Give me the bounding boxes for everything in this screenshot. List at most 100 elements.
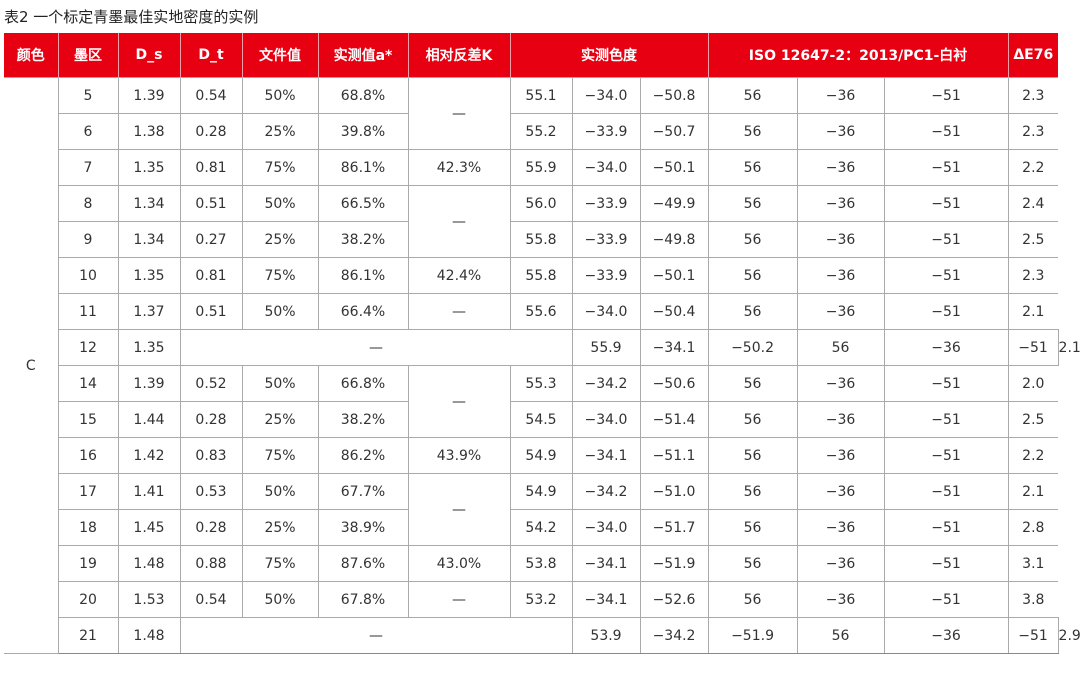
table-row: 15 1.44 0.28 25% 38.2% 54.5 −34.0 −51.4 56 −36 −51… xyxy=(4,401,1059,438)
zone-cell: 16 xyxy=(58,437,119,474)
contrast-k-cell: — xyxy=(407,293,511,330)
contrast-k-cell: — xyxy=(407,473,511,546)
table-row: 11 1.37 0.51 50% 66.4% —55.6 −34.0 −50.4 56 −36 −5… xyxy=(4,293,1059,330)
measured-lab-cell: −34.0 xyxy=(571,293,641,330)
ds-cell: 1.38 xyxy=(117,113,181,150)
dt-cell: 0.81 xyxy=(179,149,243,186)
dt-cell: 0.81 xyxy=(179,257,243,294)
iso-lab-cell: −36 xyxy=(796,509,885,546)
iso-lab-cell: 56 xyxy=(707,509,798,546)
delta-e-cell: 2.0 xyxy=(1007,365,1059,402)
measured-lab-cell: −34.0 xyxy=(571,509,641,546)
iso-lab-cell: −36 xyxy=(796,437,885,474)
header-ds: D_s xyxy=(117,33,180,78)
header-measured-value: 实测值a* xyxy=(317,33,408,78)
ds-cell: 1.34 xyxy=(117,185,181,222)
iso-lab-cell: −51 xyxy=(883,149,1009,186)
table-row: 7 1.35 0.81 75% 86.1% 42.3% 55.9 −34.0 −50.1 56 −3… xyxy=(4,149,1059,186)
zone-cell: 12 xyxy=(58,329,119,366)
measured-lab-cell: 55.6 xyxy=(509,293,573,330)
zone-cell: 21 xyxy=(58,617,119,654)
iso-lab-cell: 56 xyxy=(707,437,798,474)
file-value-cell: 25% xyxy=(241,221,319,258)
delta-e-cell: 3.8 xyxy=(1007,581,1059,618)
contrast-k-cell: — xyxy=(407,185,511,258)
measured-lab-cell: −34.2 xyxy=(571,365,641,402)
measured-lab-cell: −50.1 xyxy=(639,257,709,294)
measured-lab-cell: 54.9 xyxy=(509,437,573,474)
header-color: 颜色 xyxy=(4,33,58,78)
file-value-cell: 50% xyxy=(241,473,319,510)
table-row: 18 1.45 0.28 25% 38.9% 54.2 −34.0 −51.7 56 −36 −51… xyxy=(4,509,1059,546)
table-row: 17 1.41 0.53 50% 67.7% —54.9 −34.2 −51.0 56 −36 −5… xyxy=(4,473,1059,546)
measured-lab-cell: −49.9 xyxy=(639,185,709,222)
measured-lab-cell: −34.2 xyxy=(571,473,641,510)
measured-lab-cell: −34.0 xyxy=(571,77,641,114)
ds-cell: 1.42 xyxy=(117,437,181,474)
measured-lab-cell: −50.8 xyxy=(639,77,709,114)
iso-lab-cell: −36 xyxy=(796,77,885,114)
delta-e-cell: 2.2 xyxy=(1007,437,1059,474)
delta-e-cell: 2.1 xyxy=(1007,293,1059,330)
measured-lab-cell: −49.8 xyxy=(639,221,709,258)
measured-lab-cell: 55.8 xyxy=(509,221,573,258)
zone-cell: 19 xyxy=(58,545,119,582)
measured-value-cell: 86.2% xyxy=(317,437,409,474)
iso-lab-cell: 56 xyxy=(707,401,798,438)
contrast-k-cell: 43.0% xyxy=(407,545,511,582)
header-relative-contrast: 相对反差K xyxy=(407,33,510,78)
measured-lab-cell: 55.8 xyxy=(509,257,573,294)
file-value-cell: 75% xyxy=(241,149,319,186)
iso-lab-cell: −36 xyxy=(883,617,1009,654)
delta-e-cell: 2.5 xyxy=(1007,221,1059,258)
contrast-k-cell: — xyxy=(407,365,511,438)
measured-lab-cell: −51.9 xyxy=(707,617,798,654)
iso-lab-cell: −36 xyxy=(796,365,885,402)
measured-value-cell: 66.8% xyxy=(317,365,409,402)
zone-cell: 7 xyxy=(58,149,119,186)
measured-value-cell: 38.9% xyxy=(317,509,409,546)
measured-value-cell: 67.8% xyxy=(317,581,409,618)
iso-lab-cell: 56 xyxy=(707,473,798,510)
zone-cell: 20 xyxy=(58,581,119,618)
zone-cell: 5 xyxy=(57,77,119,114)
measured-lab-cell: 53.2 xyxy=(509,581,573,618)
dt-cell: 0.27 xyxy=(179,221,243,258)
zone-cell: 10 xyxy=(58,257,119,294)
measured-lab-cell: −34.0 xyxy=(571,149,641,186)
measured-lab-cell: −50.6 xyxy=(639,365,709,402)
dt-cell: 0.51 xyxy=(179,293,243,330)
delta-e-cell: 2.3 xyxy=(1007,257,1059,294)
measured-lab-cell: −50.4 xyxy=(639,293,709,330)
ds-cell: 1.35 xyxy=(117,329,181,366)
table-row: 21 1.48—53.9 −34.2 −51.9 56 −36 −51 2.9 xyxy=(4,617,1080,654)
measured-lab-cell: 54.2 xyxy=(509,509,573,546)
delta-e-cell: 3.1 xyxy=(1007,545,1059,582)
header-iso-reference: ISO 12647-2：2013/PC1-白衬 xyxy=(707,33,1009,78)
contrast-k-cell: — xyxy=(407,77,511,150)
iso-lab-cell: −51 xyxy=(1007,329,1059,366)
table-row: 16 1.42 0.83 75% 86.2% 43.9% 54.9 −34.1 −51.1 56−… xyxy=(4,437,1059,474)
iso-lab-cell: −51 xyxy=(883,365,1009,402)
iso-lab-cell: −36 xyxy=(796,149,885,186)
ds-cell: 1.45 xyxy=(117,509,181,546)
file-value-cell: 50% xyxy=(241,581,319,618)
iso-lab-cell: −51 xyxy=(883,545,1009,582)
measured-value-cell: 66.4% xyxy=(317,293,409,330)
zone-cell: 17 xyxy=(58,473,119,510)
measured-value-cell: 38.2% xyxy=(317,401,409,438)
file-value-cell: 50% xyxy=(241,365,319,402)
table-row: 14 1.39 0.52 50% 66.8% —55.3 −34.2 −50.6 56 −36 −5… xyxy=(4,365,1059,438)
dt-cell: 0.53 xyxy=(179,473,243,510)
iso-lab-cell: 56 xyxy=(707,149,798,186)
file-value-cell: 75% xyxy=(241,257,319,294)
iso-lab-cell: −36 xyxy=(796,545,885,582)
iso-lab-cell: 56 xyxy=(707,581,798,618)
file-value-cell: 25% xyxy=(241,401,319,438)
delta-e-cell: 2.2 xyxy=(1007,149,1059,186)
dt-cell: 0.28 xyxy=(179,113,243,150)
measured-lab-cell: 55.2 xyxy=(509,113,573,150)
header-row: 颜色 墨区 D_s D_t 文件值 实测值a* 相对反差K 实测色度 ISO 1… xyxy=(4,33,1059,78)
iso-lab-cell: −51 xyxy=(883,401,1009,438)
measured-lab-cell: −52.6 xyxy=(639,581,709,618)
